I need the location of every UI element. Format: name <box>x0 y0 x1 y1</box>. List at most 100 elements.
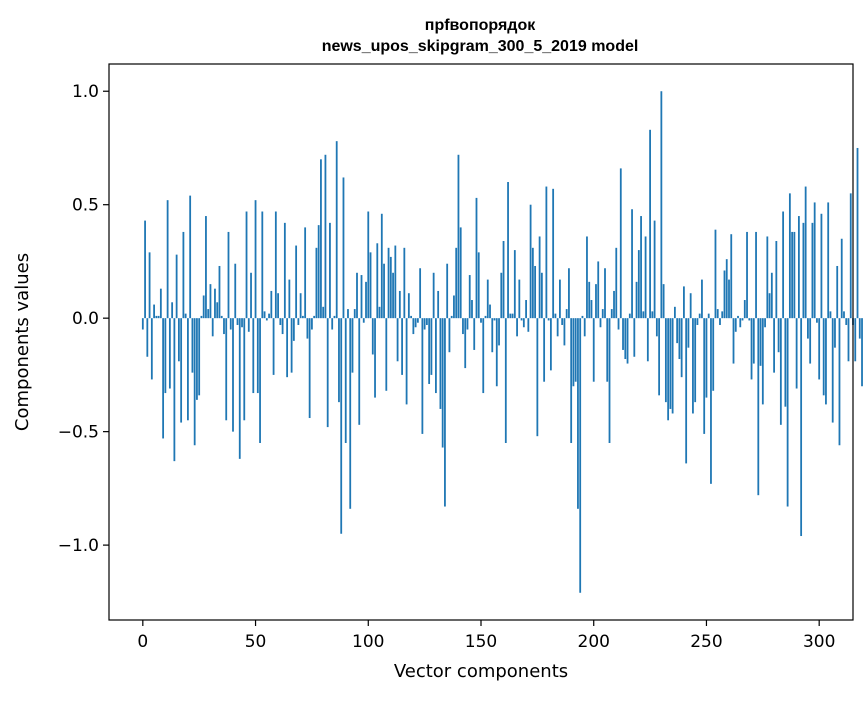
bar-component-54 <box>263 311 266 319</box>
bar-component-267 <box>743 300 746 319</box>
bar-component-122 <box>416 318 419 323</box>
bar-component-27 <box>202 295 205 319</box>
bar-component-67 <box>292 318 295 341</box>
bar-component-279 <box>770 272 773 319</box>
bar-component-209 <box>613 290 615 319</box>
bar-component-93 <box>351 318 354 373</box>
bar-component-196 <box>583 318 586 337</box>
bar-component-225 <box>649 129 651 319</box>
bar-component-208 <box>610 309 613 319</box>
bar-component-35 <box>220 315 223 319</box>
y-tick-label: 1.0 <box>72 82 99 102</box>
bar-component-238 <box>678 318 681 360</box>
bar-component-126 <box>425 318 428 325</box>
bar-component-245 <box>694 318 697 403</box>
bar-component-177 <box>540 272 543 319</box>
bar-component-78 <box>317 225 320 319</box>
bars-group <box>141 91 863 593</box>
bar-component-113 <box>396 318 399 362</box>
bar-component-12 <box>168 318 171 389</box>
y-tick-label: 0.5 <box>72 196 99 216</box>
bar-component-115 <box>401 318 403 375</box>
bar-component-87 <box>338 318 340 403</box>
bar-component-138 <box>453 295 455 319</box>
bar-component-184 <box>556 318 559 337</box>
bar-component-74 <box>308 318 311 419</box>
bar-component-42 <box>236 318 239 325</box>
x-tick-label: 0 <box>137 632 148 652</box>
bar-component-92 <box>349 318 352 509</box>
bar-component-300 <box>818 318 821 380</box>
bar-component-62 <box>281 318 284 335</box>
bar-component-264 <box>737 315 739 319</box>
bar-component-90 <box>344 318 347 443</box>
bar-component-55 <box>265 318 268 321</box>
bar-component-216 <box>628 313 631 319</box>
bar-component-28 <box>205 216 207 319</box>
bar-component-43 <box>238 318 241 459</box>
bar-component-280 <box>773 318 775 373</box>
bar-component-130 <box>435 318 437 394</box>
bar-component-199 <box>590 300 593 319</box>
bar-component-10 <box>164 318 167 394</box>
bar-component-89 <box>342 177 345 319</box>
bar-component-190 <box>570 318 573 443</box>
bar-component-281 <box>775 241 778 319</box>
bar-component-221 <box>640 216 642 319</box>
y-axis-ticks: −1.0 −0.5 0.0 0.5 1.0 <box>58 82 109 556</box>
bar-component-176 <box>538 236 541 319</box>
bar-component-5 <box>153 304 155 319</box>
bar-component-250 <box>705 318 708 398</box>
bar-component-306 <box>831 318 834 423</box>
bar-component-206 <box>606 318 609 382</box>
bar-component-246 <box>696 318 699 325</box>
bar-component-284 <box>782 211 785 319</box>
x-tick-label: 150 <box>465 632 497 652</box>
bar-component-8 <box>159 288 162 319</box>
bar-component-318 <box>858 318 861 339</box>
bar-component-60 <box>277 293 279 319</box>
bar-component-91 <box>347 309 349 319</box>
bar-component-26 <box>200 315 203 319</box>
bar-component-191 <box>572 318 575 387</box>
bar-component-231 <box>662 284 665 319</box>
bar-component-192 <box>574 318 577 382</box>
bar-component-303 <box>825 318 827 405</box>
x-axis-ticks: 0 50 100 150 200 250 300 <box>137 620 835 652</box>
bar-component-162 <box>507 182 509 319</box>
bar-component-217 <box>631 209 633 319</box>
bar-component-152 <box>484 315 487 319</box>
bar-component-19 <box>184 313 187 319</box>
bar-component-98 <box>362 318 365 323</box>
bar-component-226 <box>651 311 654 319</box>
bar-component-194 <box>579 318 582 593</box>
bar-component-59 <box>274 211 277 319</box>
bar-component-166 <box>516 318 518 337</box>
x-tick-label: 250 <box>690 632 722 652</box>
bar-component-156 <box>493 318 496 321</box>
bar-component-6 <box>155 315 158 319</box>
bar-component-253 <box>712 318 715 391</box>
bar-component-298 <box>813 202 816 319</box>
bar-component-210 <box>615 247 618 319</box>
bar-component-52 <box>259 318 261 443</box>
x-axis-label: Vector components <box>394 661 568 682</box>
bar-component-128 <box>430 318 433 375</box>
bar-component-218 <box>633 318 636 357</box>
bar-component-297 <box>811 222 814 319</box>
bar-component-299 <box>816 318 818 323</box>
bar-component-273 <box>757 318 760 496</box>
bar-component-104 <box>376 243 379 319</box>
bar-component-207 <box>608 318 611 443</box>
x-tick-label: 100 <box>352 632 384 652</box>
bar-component-131 <box>437 290 440 319</box>
bar-component-1 <box>144 220 146 319</box>
bar-component-274 <box>759 318 762 366</box>
bar-component-263 <box>734 318 737 332</box>
bar-component-65 <box>288 279 291 319</box>
bar-component-143 <box>464 318 467 369</box>
bar-component-77 <box>315 247 318 319</box>
bar-component-309 <box>838 318 841 446</box>
bar-component-70 <box>299 293 302 319</box>
